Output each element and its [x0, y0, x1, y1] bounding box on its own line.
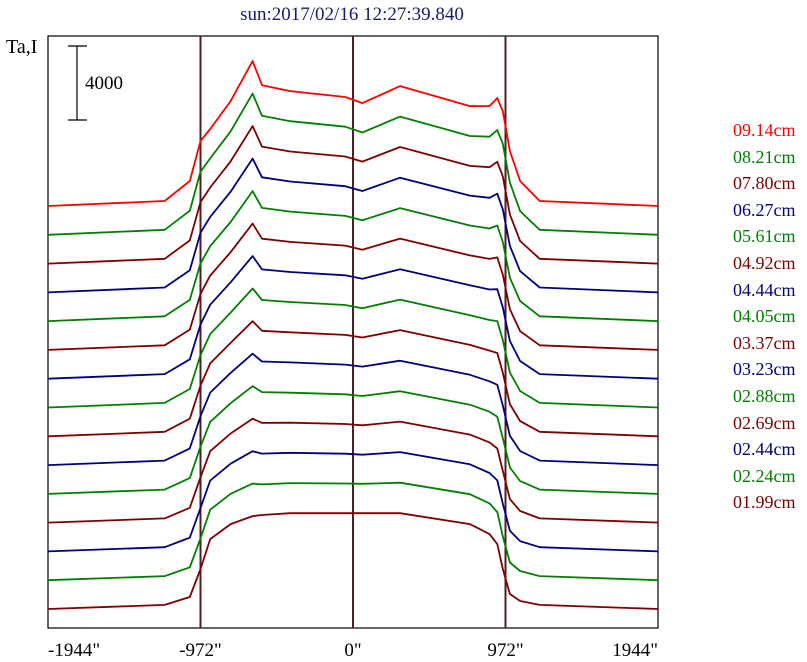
legend-item: 03.37cm — [733, 332, 796, 353]
legend-item: 07.80cm — [733, 173, 796, 194]
x-tick-label: 972" — [487, 640, 523, 661]
legend-item: 04.92cm — [733, 252, 796, 273]
legend-item: 02.88cm — [733, 385, 796, 406]
series-line-07.80cm — [47, 125, 659, 265]
legend-item: 04.44cm — [733, 279, 796, 300]
series-line-09.14cm — [47, 60, 659, 207]
legend-item: 01.99cm — [733, 492, 796, 513]
series-line-02.44cm — [47, 450, 659, 553]
series-line-03.23cm — [47, 352, 659, 466]
chart-title: sun:2017/02/16 12:27:39.840 — [240, 4, 464, 25]
series-line-01.99cm — [47, 512, 659, 610]
reference-lines — [199, 36, 507, 628]
legend: 09.14cm 08.21cm 07.80cm 06.27cm 05.61cm 04.92… — [733, 117, 796, 516]
series-line-04.44cm — [47, 255, 659, 380]
x-tick-labels: -1944" -972" 0" 972" 1944" — [48, 640, 658, 661]
legend-item: 08.21cm — [733, 146, 796, 167]
series-line-04.05cm — [47, 287, 659, 409]
series-line-02.88cm — [47, 385, 659, 495]
series-line-02.69cm — [47, 417, 659, 524]
series-line-05.61cm — [47, 190, 659, 322]
series-line-08.21cm — [47, 92, 659, 236]
scale-bar-label: 4000 — [85, 73, 123, 94]
y-axis-label: Ta,I — [6, 36, 37, 58]
legend-item: 02.69cm — [733, 412, 796, 433]
series-line-06.27cm — [47, 157, 659, 294]
legend-item: 05.61cm — [733, 226, 796, 247]
x-tick-label: 0" — [344, 640, 361, 661]
x-tick-label: 1944" — [612, 640, 658, 661]
series-line-03.37cm — [47, 320, 659, 438]
legend-item: 02.24cm — [733, 465, 796, 486]
legend-item: 03.23cm — [733, 359, 796, 380]
legend-item: 02.44cm — [733, 439, 796, 460]
series-group — [47, 60, 659, 610]
x-tick-label: -972" — [179, 640, 222, 661]
x-tick-label: -1944" — [48, 640, 100, 661]
series-line-04.92cm — [47, 222, 659, 351]
legend-item: 06.27cm — [733, 199, 796, 220]
legend-item: 09.14cm — [733, 120, 796, 140]
series-line-02.24cm — [47, 481, 659, 582]
scale-bar: 4000 — [68, 45, 123, 121]
legend-item: 04.05cm — [733, 306, 796, 327]
